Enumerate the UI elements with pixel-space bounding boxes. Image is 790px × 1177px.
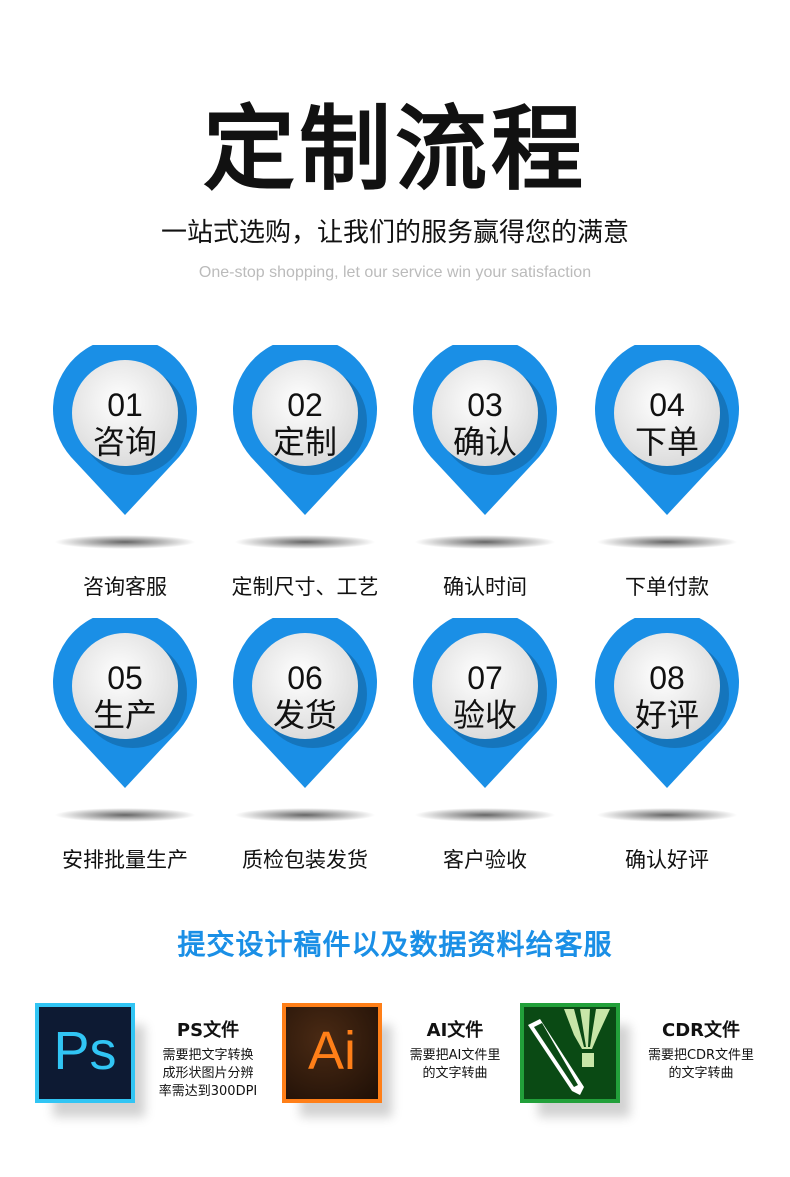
step-name: 发货 — [272, 696, 337, 734]
page-subtitle: 一站式选购，让我们的服务赢得您的满意 — [160, 218, 629, 248]
step-number: 03 — [467, 387, 503, 423]
file-desc-line: 的文字转曲 — [668, 1066, 734, 1081]
step-label: 定制尺寸、工艺 — [231, 575, 379, 599]
step-number: 04 — [649, 387, 685, 423]
process-step: 05 生产 安排批量生产 — [35, 618, 215, 878]
step-name: 咨询 — [92, 423, 157, 461]
file-desc: 需要把文字转换 成形状图片分辨 率需达到300DPI — [147, 1047, 269, 1101]
location-pin-icon — [595, 618, 739, 822]
process-step: 04 下单 下单付款 — [577, 345, 757, 605]
process-step: 01 咨询 咨询客服 — [35, 345, 215, 605]
location-pin-icon — [233, 618, 377, 822]
illustrator-icon: Ai — [282, 1003, 382, 1103]
file-desc: 需要把CDR文件里 的文字转曲 — [632, 1047, 770, 1083]
step-label: 下单付款 — [625, 575, 709, 599]
coreldraw-icon — [520, 1003, 620, 1103]
file-desc-line: 的文字转曲 — [422, 1066, 488, 1081]
step-name: 定制 — [272, 423, 337, 461]
location-pin-icon — [413, 345, 557, 549]
file-desc-line: 需要把文字转换 — [162, 1048, 254, 1063]
file-desc: 需要把AI文件里 的文字转曲 — [394, 1047, 516, 1083]
submit-files-heading: 提交设计稿件以及数据资料给客服 — [177, 928, 613, 961]
step-number: 01 — [107, 387, 143, 423]
location-pin-icon — [413, 618, 557, 822]
step-number: 08 — [649, 660, 685, 696]
step-label: 质检包装发货 — [242, 848, 368, 872]
process-step: 07 验收 客户验收 — [395, 618, 575, 878]
step-label: 确认时间 — [443, 575, 527, 599]
process-step: 08 好评 确认好评 — [577, 618, 757, 878]
location-pin-icon — [233, 345, 377, 549]
process-step: 03 确认 确认时间 — [395, 345, 575, 605]
step-number: 05 — [107, 660, 143, 696]
step-label: 咨询客服 — [83, 575, 167, 599]
file-desc-line: 率需达到300DPI — [158, 1084, 258, 1099]
step-name: 下单 — [634, 423, 699, 461]
step-label: 安排批量生产 — [62, 848, 188, 872]
photoshop-icon-text: Ps — [53, 1021, 117, 1081]
step-number: 02 — [287, 387, 323, 423]
file-title: PS文件 — [176, 1020, 240, 1041]
step-label: 客户验收 — [443, 848, 527, 872]
process-step: 02 定制 定制尺寸、工艺 — [215, 345, 395, 605]
step-label: 确认好评 — [625, 848, 709, 872]
step-name: 确认 — [452, 423, 517, 461]
photoshop-icon: Ps — [35, 1003, 135, 1103]
step-number: 07 — [467, 660, 503, 696]
file-title: AI文件 — [426, 1020, 484, 1041]
file-title: CDR文件 — [661, 1020, 740, 1041]
step-number: 06 — [287, 660, 323, 696]
illustrator-icon-text: Ai — [307, 1021, 356, 1081]
step-name: 好评 — [634, 696, 699, 734]
file-desc-line: 成形状图片分辨 — [162, 1066, 254, 1081]
file-desc-line: 需要把AI文件里 — [409, 1048, 501, 1063]
page-subtitle-english: One-stop shopping, let our service win y… — [198, 264, 592, 281]
location-pin-icon — [53, 618, 197, 822]
file-desc-line: 需要把CDR文件里 — [647, 1048, 755, 1063]
page-title: 定制流程 — [202, 96, 587, 203]
step-name: 生产 — [92, 696, 157, 734]
location-pin-icon — [53, 345, 197, 549]
step-name: 验收 — [452, 696, 517, 734]
process-step: 06 发货 质检包装发货 — [215, 618, 395, 878]
location-pin-icon — [595, 345, 739, 549]
